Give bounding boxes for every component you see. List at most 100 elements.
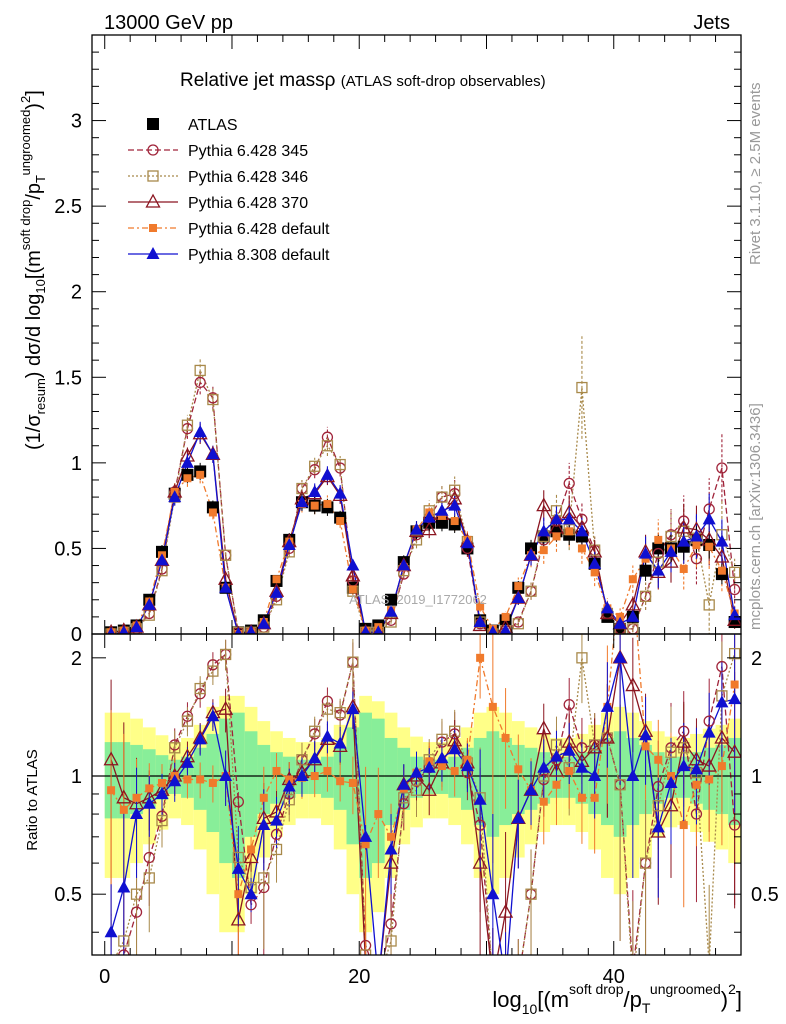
ratio-point <box>194 682 206 695</box>
ratio-panel: 0 20 40 0.5 0.5 1 1 2 2 <box>54 633 779 988</box>
ratio-point <box>359 829 373 842</box>
ratio-point <box>524 783 538 796</box>
series-point <box>705 542 714 551</box>
ratio-point <box>501 976 511 986</box>
ratio-point <box>690 808 703 820</box>
ratio-point <box>501 733 510 742</box>
ratio-point <box>321 695 334 707</box>
ratio-point <box>372 974 385 986</box>
series-point <box>728 608 741 621</box>
process-label: Jets <box>693 12 730 34</box>
ratio-point <box>196 775 205 784</box>
mcplots-site-label: mcplots.cern.ch [arXiv:1306.3436] <box>747 403 764 630</box>
ratio-point <box>118 935 130 947</box>
ratio-point <box>590 793 599 802</box>
series-point <box>345 567 361 582</box>
series-line <box>111 474 736 634</box>
ratio-point <box>308 751 322 764</box>
series-point <box>499 623 512 634</box>
ratio-point <box>346 702 360 715</box>
ratio-point <box>234 890 243 899</box>
ratio-point <box>373 976 383 986</box>
series-point <box>537 524 551 537</box>
ratio-point <box>132 793 141 802</box>
legend-label: Pythia 6.428 346 <box>188 169 308 186</box>
ratio-point <box>537 760 551 773</box>
ratio-point <box>728 647 741 660</box>
series-point <box>257 616 271 629</box>
legend-label: Pythia 6.428 370 <box>188 195 308 212</box>
rivet-version-label: Rivet 3.1.10, ≥ 2.5M events <box>747 83 764 266</box>
ratio-y-tick-label: 2 <box>71 648 82 670</box>
ratio-point <box>333 736 347 749</box>
chart-subtitle: (ATLAS soft-drop observables) <box>341 73 546 90</box>
ratio-point <box>143 851 155 864</box>
series-point <box>613 616 627 629</box>
series-point <box>348 585 357 594</box>
ratio-point <box>728 692 741 705</box>
series-point <box>270 585 284 598</box>
y-tick-label: 0 <box>71 624 82 646</box>
series-point <box>308 484 322 497</box>
series-point <box>295 495 309 508</box>
ratio-point <box>310 772 319 781</box>
series-point <box>676 519 692 534</box>
series-point <box>384 604 398 617</box>
analysis-watermark: ATLAS_2019_I1772062 <box>349 592 487 607</box>
series-point <box>448 498 462 511</box>
data-point <box>385 593 398 606</box>
x-tick-label: 40 <box>603 966 625 988</box>
ratio-point <box>575 760 589 773</box>
ratio-point <box>243 849 259 864</box>
series-point <box>320 467 334 480</box>
ratio-point <box>664 775 678 788</box>
chart-title-main: Relative jet massρ <box>180 70 336 91</box>
ratio-point <box>385 918 397 930</box>
ratio-point <box>497 903 514 918</box>
series-point <box>282 538 296 551</box>
series-point <box>321 431 334 443</box>
ratio-point <box>548 762 565 777</box>
ratio-point <box>410 765 423 778</box>
ratio-point <box>677 759 691 772</box>
ratio-point <box>678 742 690 754</box>
band-inner <box>244 731 258 837</box>
series-point <box>639 546 653 559</box>
ratio-point <box>704 960 714 970</box>
ratio-point <box>257 818 271 831</box>
series-point <box>373 625 384 634</box>
ratio-point <box>730 680 739 689</box>
ratio-point <box>587 739 603 754</box>
ratio-point <box>499 974 512 986</box>
legend-marker <box>147 144 159 156</box>
ratio-point <box>652 780 664 793</box>
series-point <box>590 568 599 577</box>
series-point <box>180 455 194 468</box>
ratio-point <box>488 976 498 986</box>
ratio-point <box>247 845 256 854</box>
ratio-y-axis-label: Ratio to ATLAS <box>24 749 41 850</box>
ratio-point <box>107 786 116 795</box>
ratio-point <box>614 779 626 791</box>
ratio-point <box>626 769 640 782</box>
ratio-point <box>536 720 552 735</box>
series-point <box>422 510 436 523</box>
series-point <box>410 534 423 546</box>
series-point <box>549 512 563 525</box>
ratio-point <box>449 725 461 737</box>
ratio-point <box>258 872 270 884</box>
chart-title: Relative jet massρ (ATLAS soft-drop obse… <box>180 70 546 91</box>
ratio-frame <box>91 633 742 956</box>
series-point <box>207 393 219 406</box>
series-point <box>142 597 156 610</box>
ratio-point <box>702 725 716 738</box>
ratio-point <box>488 702 497 711</box>
ratio-point <box>628 976 638 986</box>
ratio-point <box>654 755 663 764</box>
series-point <box>310 501 319 510</box>
ratio-point <box>282 779 296 792</box>
ratio-point <box>155 786 169 799</box>
series-point <box>703 599 715 611</box>
series-point <box>436 491 448 503</box>
series-point <box>664 544 678 557</box>
